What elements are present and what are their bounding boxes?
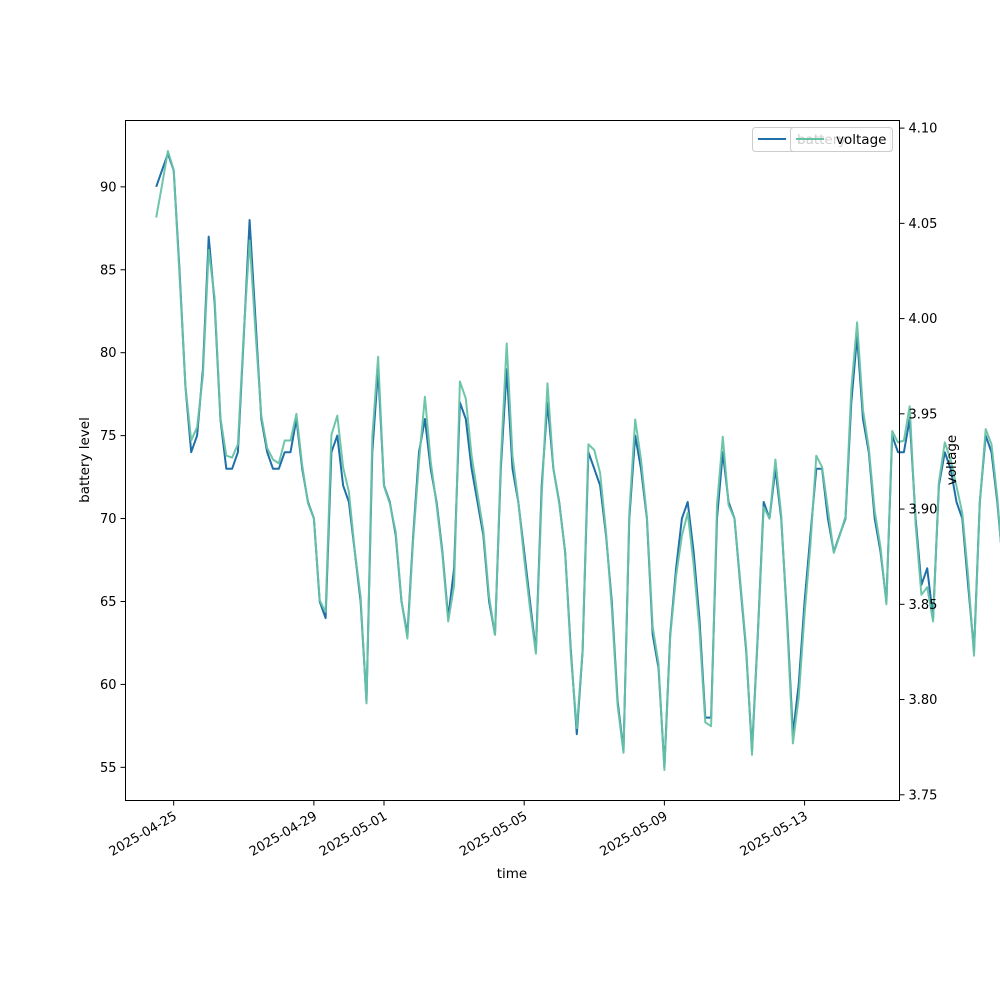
left-y-axis-ticks: 55 60 65 70 75 80 85 90 bbox=[100, 180, 126, 776]
legend-voltage: voltage bbox=[790, 127, 893, 152]
left-y-tick-label: 85 bbox=[100, 263, 117, 278]
legend-voltage-label: voltage bbox=[836, 132, 886, 148]
legend-voltage-box bbox=[790, 127, 893, 152]
right-y-tick-label: 4.00 bbox=[909, 312, 938, 327]
plot-frame bbox=[125, 120, 900, 801]
right-y-axis-ticks: 3.75 3.80 3.85 3.90 3.95 4.00 4.05 4.10 bbox=[899, 122, 938, 803]
right-y-tick-label: 3.90 bbox=[909, 503, 938, 518]
right-y-tick-label: 4.05 bbox=[909, 217, 938, 232]
right-y-tick-label: 3.95 bbox=[909, 407, 938, 422]
plot-series-group bbox=[155, 150, 1000, 771]
right-y-tick-label: 4.10 bbox=[909, 122, 938, 137]
right-y-axis-title: voltage bbox=[944, 435, 960, 485]
left-y-tick-label: 60 bbox=[100, 678, 117, 693]
left-y-tick-label: 65 bbox=[100, 595, 117, 610]
right-y-tick-label: 3.85 bbox=[909, 598, 938, 613]
left-y-tick-label: 75 bbox=[100, 429, 117, 444]
left-y-axis-title: battery level bbox=[77, 417, 93, 503]
right-y-tick-label: 3.80 bbox=[909, 693, 938, 708]
left-y-tick-label: 90 bbox=[100, 180, 117, 195]
right-y-tick-label: 3.75 bbox=[909, 788, 938, 803]
left-y-tick-label: 80 bbox=[100, 346, 117, 361]
x-axis-title: time bbox=[497, 866, 528, 882]
left-y-tick-label: 55 bbox=[100, 761, 117, 776]
voltage-series-line bbox=[155, 150, 1000, 771]
left-y-tick-label: 70 bbox=[100, 512, 117, 527]
